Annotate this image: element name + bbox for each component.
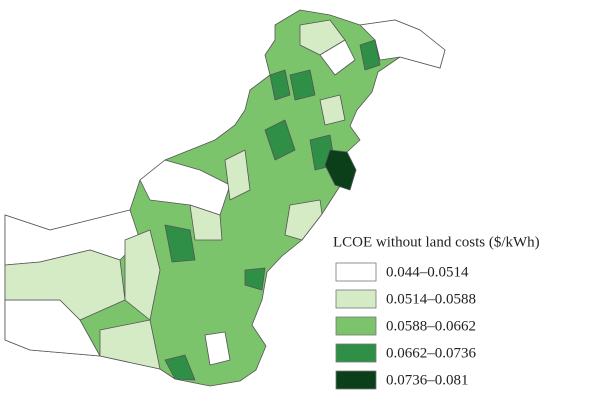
district	[319, 94, 346, 126]
legend-swatch	[335, 343, 377, 363]
legend-swatch	[335, 262, 377, 282]
legend-label: 0.044–0.0514	[386, 264, 469, 280]
district	[164, 224, 196, 263]
district	[4, 249, 126, 321]
district	[124, 229, 161, 321]
district	[264, 119, 296, 161]
legend-label: 0.0588–0.0662	[386, 318, 476, 334]
district	[164, 354, 196, 381]
district	[269, 69, 291, 101]
district	[189, 204, 223, 241]
legend-label: 0.0736–0.081	[386, 372, 469, 388]
district	[139, 159, 231, 216]
district	[324, 149, 357, 191]
legend: LCOE without land costs ($/kWh) 0.044–0.…	[333, 234, 540, 390]
legend-title: LCOE without land costs ($/kWh)	[333, 234, 540, 250]
district	[224, 149, 251, 201]
district	[99, 319, 161, 370]
district	[244, 267, 266, 291]
legend-label: 0.0662–0.0736	[386, 345, 477, 361]
district	[359, 39, 381, 71]
legend-swatch	[335, 370, 377, 390]
legend-swatch	[335, 289, 377, 309]
district	[204, 331, 231, 366]
legend-swatch	[335, 316, 377, 336]
district	[284, 199, 323, 241]
district	[319, 39, 356, 76]
legend-label: 0.0514–0.0588	[386, 291, 476, 307]
district	[289, 69, 316, 101]
districts	[4, 9, 446, 387]
